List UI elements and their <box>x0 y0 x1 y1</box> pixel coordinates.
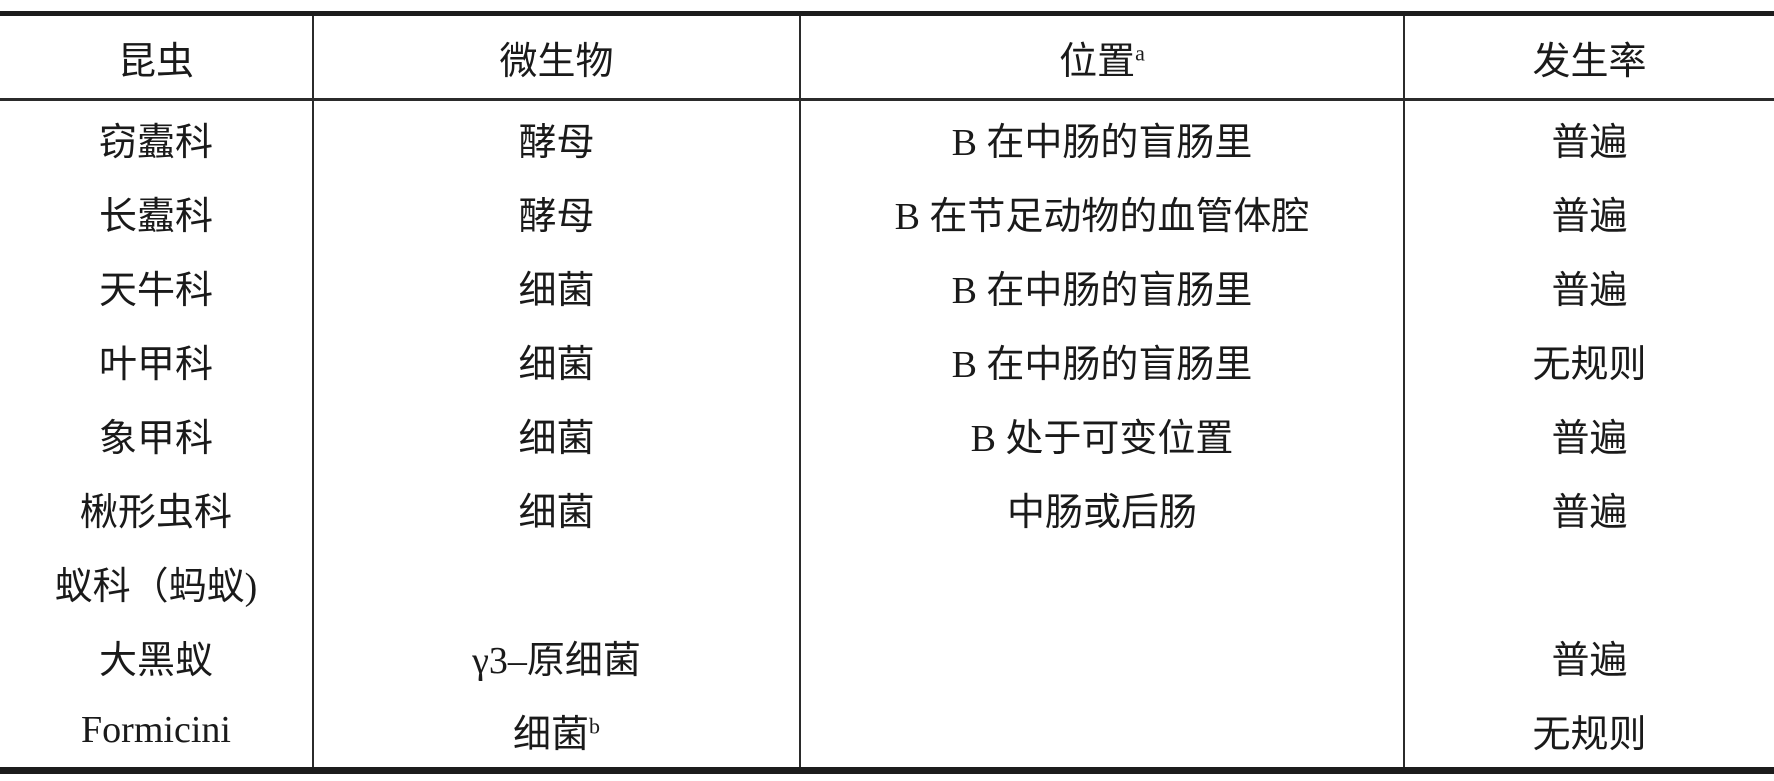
table-cell: B 在中肠的盲肠里 <box>800 99 1405 175</box>
header-cell: 微生物 <box>313 13 801 101</box>
table-cell-text: 普遍 <box>1551 269 1628 312</box>
table-cell-text: 象甲科 <box>98 417 213 460</box>
table-row: 大黑蚁 γ3–原细菌 普遍 <box>0 619 1774 693</box>
table-cell-text: 叶甲科 <box>98 343 213 386</box>
table-row: 楸形虫科 细菌 中肠或后肠 普遍 <box>0 471 1774 545</box>
table-cell-text: 普遍 <box>1551 121 1628 164</box>
table-cell: 普遍 <box>1404 175 1774 249</box>
superscript: a <box>1135 39 1145 65</box>
header-cell: 位置a <box>800 13 1405 101</box>
table-cell: 天牛科 <box>0 249 314 323</box>
table-cell-text: 细菌 <box>518 269 595 312</box>
table-cell <box>313 545 801 619</box>
table-cell: 普遍 <box>1404 397 1774 471</box>
table-cell-text: 中肠或后肠 <box>1006 491 1197 534</box>
table-cell-text: B 在中肠的盲肠里 <box>951 121 1253 164</box>
table-cell-text: 细菌 <box>512 713 589 756</box>
table-row: Formicini 细菌b 无规则 <box>0 693 1774 771</box>
table-cell-text: 天牛科 <box>98 269 213 312</box>
table-cell: 象甲科 <box>0 397 314 471</box>
table-cell-text: 细菌 <box>518 343 595 386</box>
table-cell: 窃蠹科 <box>0 99 314 175</box>
table-cell-text: 无规则 <box>1532 713 1647 756</box>
table-cell: Formicini <box>0 693 314 771</box>
table-cell: 普遍 <box>1404 619 1774 693</box>
table-cell: 细菌 <box>313 397 801 471</box>
table-row: 天牛科 细菌 B 在中肠的盲肠里 普遍 <box>0 249 1774 323</box>
table-row: 窃蠹科 酵母 B 在中肠的盲肠里 普遍 <box>0 99 1774 176</box>
header-cell-label: 微生物 <box>499 40 614 83</box>
table-cell: 普遍 <box>1404 249 1774 323</box>
table-cell: 普遍 <box>1404 100 1774 176</box>
table-cell: 酵母 <box>313 175 801 249</box>
table-cell <box>800 693 1405 771</box>
table-cell: 叶甲科 <box>0 323 314 397</box>
table-cell: B 在中肠的盲肠里 <box>800 323 1405 397</box>
table-cell-text: γ3–原细菌 <box>472 639 641 682</box>
table-cell: 细菌 <box>313 249 801 323</box>
table-cell-text: 细菌 <box>518 491 595 534</box>
table-cell-text: B 处于可变位置 <box>970 417 1234 460</box>
table-cell: 长蠹科 <box>0 175 314 249</box>
table-cell-text: B 在中肠的盲肠里 <box>951 343 1253 386</box>
table-cell-text: 普遍 <box>1551 639 1628 682</box>
table-cell-text: 大黑蚁 <box>98 639 213 682</box>
table-cell: 无规则 <box>1404 693 1774 771</box>
table-cell <box>800 545 1405 619</box>
table-cell-text: 长蠹科 <box>98 195 213 238</box>
table-row: 叶甲科 细菌 B 在中肠的盲肠里 无规则 <box>0 323 1774 397</box>
table-cell: B 在中肠的盲肠里 <box>800 249 1405 323</box>
table-cell: 细菌b <box>313 693 801 771</box>
table-cell: 细菌 <box>313 323 801 397</box>
insect-microbe-table: 昆虫 微生物 位置a 发生率 窃蠹科 酵母 B 在中肠的盲肠里 普遍 长蠹科 酵母 B 在节足动物… <box>0 11 1774 774</box>
header-cell: 发生率 <box>1404 13 1774 101</box>
table-cell: γ3–原细菌 <box>313 619 801 693</box>
table-cell-text: 蚁科（蚂蚁) <box>54 565 258 608</box>
header-cell-label: 发生率 <box>1532 40 1647 83</box>
table-cell: 细菌 <box>313 471 801 545</box>
table-cell: 中肠或后肠 <box>800 471 1405 545</box>
table-cell-text: 酵母 <box>518 121 595 164</box>
table-cell: 大黑蚁 <box>0 619 314 693</box>
header-cell: 昆虫 <box>0 13 314 101</box>
table-cell: 酵母 <box>313 99 801 175</box>
table-body: 窃蠹科 酵母 B 在中肠的盲肠里 普遍 长蠹科 酵母 B 在节足动物的血管体腔 普遍 天牛科 细菌… <box>0 99 1774 771</box>
table-cell-text: 窃蠹科 <box>98 121 213 164</box>
header-row: 昆虫 微生物 位置a 发生率 <box>0 13 1774 101</box>
table-cell: 普遍 <box>1404 471 1774 545</box>
table-cell-text: 楸形虫科 <box>79 491 232 534</box>
table-cell-text: 细菌 <box>518 417 595 460</box>
table-header: 昆虫 微生物 位置a 发生率 <box>0 13 1774 101</box>
table-row: 长蠹科 酵母 B 在节足动物的血管体腔 普遍 <box>0 175 1774 249</box>
table-cell-text: B 在中肠的盲肠里 <box>951 269 1253 312</box>
header-cell-label: 位置 <box>1059 40 1136 83</box>
table-row: 蚁科（蚂蚁) <box>0 545 1774 619</box>
table-cell: 楸形虫科 <box>0 471 314 545</box>
header-cell-label: 昆虫 <box>117 40 194 83</box>
table-cell-text: Formicini <box>81 709 231 751</box>
superscript: b <box>589 712 600 738</box>
table-cell-text: 普遍 <box>1551 195 1628 238</box>
table-cell-text: 无规则 <box>1532 343 1647 386</box>
table-cell-text: 普遍 <box>1551 417 1628 460</box>
table-cell: B 处于可变位置 <box>800 397 1405 471</box>
table-row: 象甲科 细菌 B 处于可变位置 普遍 <box>0 397 1774 471</box>
table-cell-text: 普遍 <box>1551 491 1628 534</box>
table-cell-text: 酵母 <box>518 195 595 238</box>
table-cell <box>1404 545 1774 619</box>
table-cell: 蚁科（蚂蚁) <box>0 545 314 619</box>
table-cell <box>800 619 1405 693</box>
table-cell: 无规则 <box>1404 323 1774 397</box>
table-cell-text: B 在节足动物的血管体腔 <box>894 195 1310 238</box>
table-cell: B 在节足动物的血管体腔 <box>800 175 1405 249</box>
